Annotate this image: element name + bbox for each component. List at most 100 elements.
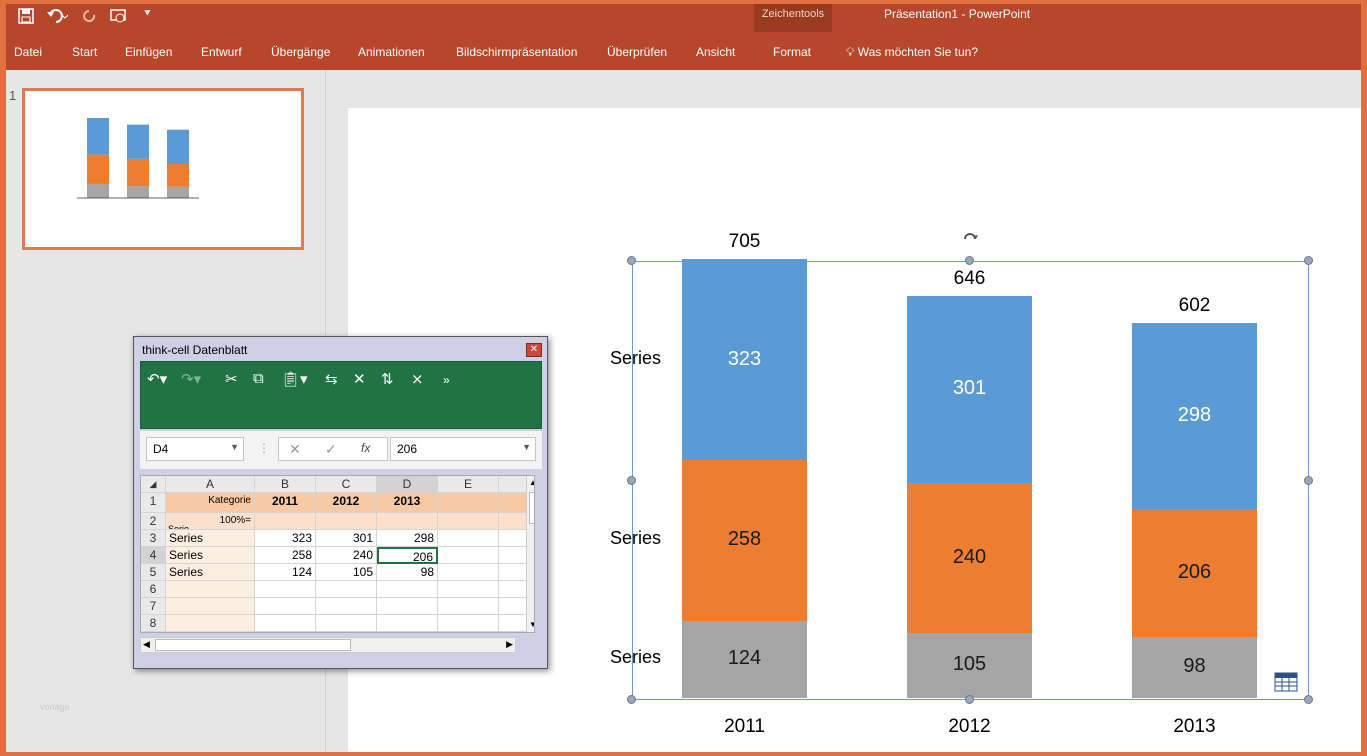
- resize-handle[interactable]: [1304, 695, 1313, 704]
- grid-cell[interactable]: [377, 513, 438, 530]
- series-name-cell[interactable]: [166, 615, 255, 632]
- slide-thumbnail[interactable]: [22, 88, 304, 250]
- grid-cell[interactable]: [316, 598, 377, 615]
- column-header[interactable]: C: [316, 476, 377, 493]
- grid-cell[interactable]: [377, 581, 438, 598]
- grid-cell[interactable]: [316, 581, 377, 598]
- stacked-bar-chart[interactable]: 124 258 323 705 2011 105 240 301 646 2012 98 206 298…: [6, 4, 1361, 752]
- bar-segment[interactable]: [682, 259, 807, 461]
- percent-row-label[interactable]: 100%= Serie: [166, 513, 255, 530]
- category-cell[interactable]: 2013: [377, 493, 438, 513]
- row-header[interactable]: 6: [141, 581, 166, 598]
- chevron-down-icon[interactable]: ▼: [230, 442, 239, 452]
- transpose-icon[interactable]: ⇅: [381, 371, 394, 388]
- selected-cell[interactable]: 206: [377, 547, 438, 564]
- name-box[interactable]: D4 ▼: [146, 437, 244, 461]
- value-cell[interactable]: 258: [255, 547, 316, 564]
- horizontal-scrollbar[interactable]: ◀ ▶: [140, 637, 516, 653]
- tab-datei[interactable]: Datei: [14, 45, 43, 59]
- tab-animationen[interactable]: Animationen: [358, 45, 425, 59]
- tab-ueberpruefen[interactable]: Überprüfen: [607, 45, 668, 59]
- value-cell[interactable]: 298: [377, 530, 438, 547]
- grid-cell[interactable]: [255, 598, 316, 615]
- bar-segment[interactable]: [907, 632, 1032, 698]
- tab-format[interactable]: Format: [773, 45, 812, 59]
- vertical-scrollbar[interactable]: ▲ ▼: [526, 476, 534, 632]
- value-cell[interactable]: 98: [377, 564, 438, 581]
- series-name-cell[interactable]: Series: [166, 564, 255, 581]
- tab-uebergaenge[interactable]: Übergänge: [271, 45, 331, 59]
- select-all-corner[interactable]: ◢: [141, 476, 166, 493]
- more-icon[interactable]: »: [443, 373, 450, 387]
- grid-cell[interactable]: [438, 581, 499, 598]
- redo-icon[interactable]: [82, 8, 98, 28]
- bar-segment[interactable]: [682, 460, 807, 621]
- save-icon[interactable]: [18, 8, 34, 28]
- series-name-cell[interactable]: Series: [166, 547, 255, 564]
- grid-cell[interactable]: [377, 598, 438, 615]
- undo-icon[interactable]: [46, 8, 69, 28]
- think-cell-datasheet-window[interactable]: think-cell Datenblatt ✕ ↶▾ ↷▾ ✂ ⧉ 📋︎▾ ⇆ …: [133, 336, 548, 669]
- grid-cell[interactable]: [438, 615, 499, 632]
- tab-start[interactable]: Start: [72, 45, 98, 59]
- redo-icon[interactable]: ↷▾: [181, 371, 202, 388]
- series-name-cell[interactable]: [166, 581, 255, 598]
- resize-handle[interactable]: [627, 695, 636, 704]
- row-header[interactable]: 7: [141, 598, 166, 615]
- grid-cell[interactable]: [377, 615, 438, 632]
- scroll-left-icon[interactable]: ◀: [143, 639, 150, 649]
- grid-cell[interactable]: [255, 581, 316, 598]
- delete-columns-icon[interactable]: ⨯: [411, 371, 424, 388]
- column-header[interactable]: E: [438, 476, 499, 493]
- bar-segment[interactable]: [907, 483, 1032, 633]
- grid-cell[interactable]: [499, 530, 529, 547]
- scroll-down-icon[interactable]: ▼: [529, 620, 534, 629]
- customize-icon[interactable]: ⯆: [143, 8, 152, 20]
- row-header[interactable]: 3: [141, 530, 166, 547]
- grid-cell[interactable]: [499, 513, 529, 530]
- grid-cell[interactable]: [499, 547, 529, 564]
- bar-segment[interactable]: [907, 295, 1032, 484]
- formula-input[interactable]: 206 ▼: [390, 437, 536, 461]
- resize-handle[interactable]: [627, 476, 636, 485]
- bar-segment[interactable]: [1132, 323, 1257, 509]
- cut-icon[interactable]: ✂: [225, 371, 238, 388]
- tab-bildschirmpraesentation[interactable]: Bildschirmpräsentation: [456, 45, 578, 59]
- tab-ansicht[interactable]: Ansicht: [696, 45, 736, 59]
- resize-handle[interactable]: [1304, 476, 1313, 485]
- resize-handle[interactable]: [965, 256, 974, 265]
- scroll-up-icon[interactable]: ▲: [529, 478, 534, 487]
- grid-cell[interactable]: [438, 513, 499, 530]
- resize-handle[interactable]: [1304, 256, 1313, 265]
- bar-segment[interactable]: [1132, 508, 1257, 637]
- grid-cell[interactable]: [438, 530, 499, 547]
- cancel-icon[interactable]: ✕: [289, 441, 301, 457]
- chevron-down-icon[interactable]: ▼: [522, 442, 531, 452]
- series-name-cell[interactable]: Series: [166, 530, 255, 547]
- column-header[interactable]: B: [255, 476, 316, 493]
- insert-rows-icon[interactable]: ⇆: [325, 371, 338, 388]
- column-header[interactable]: A: [166, 476, 255, 493]
- function-icon[interactable]: fx: [361, 441, 371, 455]
- delete-rows-icon[interactable]: ✕: [353, 371, 366, 388]
- scroll-thumb[interactable]: [155, 639, 351, 651]
- rotate-handle-icon[interactable]: [962, 230, 978, 246]
- bar-segment[interactable]: [1132, 636, 1257, 698]
- category-cell[interactable]: 2012: [316, 493, 377, 513]
- row-header[interactable]: 8: [141, 615, 166, 632]
- undo-icon[interactable]: ↶▾: [147, 371, 168, 388]
- grid-cell[interactable]: [499, 615, 529, 632]
- grid-cell[interactable]: [499, 598, 529, 615]
- row-header[interactable]: 4: [141, 547, 166, 564]
- grid-cell[interactable]: [438, 547, 499, 564]
- value-cell[interactable]: 240: [316, 547, 377, 564]
- grid-cell[interactable]: [438, 564, 499, 581]
- grid-cell[interactable]: [316, 615, 377, 632]
- present-icon[interactable]: [110, 8, 128, 28]
- value-cell[interactable]: 323: [255, 530, 316, 547]
- datasheet-icon[interactable]: [1274, 672, 1298, 692]
- value-cell[interactable]: 124: [255, 564, 316, 581]
- grid-cell[interactable]: [499, 493, 529, 513]
- grid-cell[interactable]: [438, 493, 499, 513]
- resize-handle[interactable]: [965, 695, 974, 704]
